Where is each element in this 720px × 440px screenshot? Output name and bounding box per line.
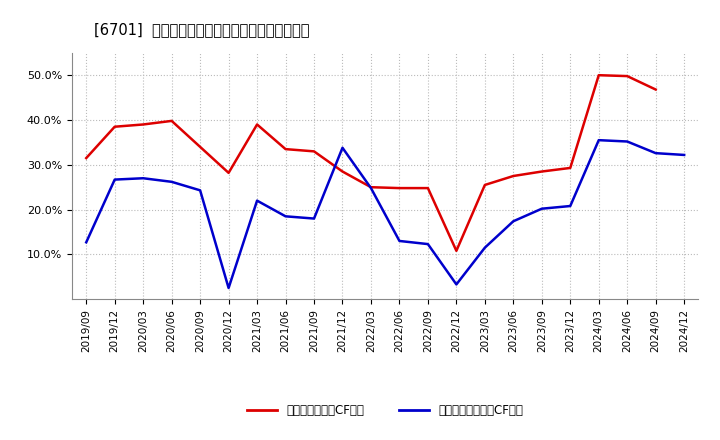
有利子負債フリーCF比率 <box>139 176 148 181</box>
有利子負債営業CF比率 <box>82 155 91 161</box>
有利子負債フリーCF比率 <box>196 188 204 193</box>
有利子負債営業CF比率 <box>537 169 546 174</box>
Text: [6701]  有利子負債キャッシュフロー比率の推移: [6701] 有利子負債キャッシュフロー比率の推移 <box>94 22 309 37</box>
有利子負債営業CF比率 <box>167 118 176 124</box>
有利子負債営業CF比率 <box>282 147 290 152</box>
有利子負債営業CF比率 <box>253 122 261 127</box>
有利子負債営業CF比率 <box>623 73 631 79</box>
有利子負債フリーCF比率 <box>310 216 318 221</box>
Line: 有利子負債フリーCF比率: 有利子負債フリーCF比率 <box>86 140 684 288</box>
有利子負債フリーCF比率 <box>509 219 518 224</box>
有利子負債フリーCF比率 <box>652 150 660 156</box>
有利子負債フリーCF比率 <box>566 203 575 209</box>
有利子負債営業CF比率 <box>452 248 461 253</box>
有利子負債営業CF比率 <box>480 182 489 187</box>
有利子負債フリーCF比率 <box>253 198 261 203</box>
有利子負債フリーCF比率 <box>452 282 461 287</box>
有利子負債営業CF比率 <box>196 144 204 150</box>
有利子負債営業CF比率 <box>395 185 404 191</box>
有利子負債フリーCF比率 <box>480 245 489 250</box>
有利子負債営業CF比率 <box>509 173 518 179</box>
有利子負債営業CF比率 <box>310 149 318 154</box>
Line: 有利子負債営業CF比率: 有利子負債営業CF比率 <box>86 75 656 251</box>
有利子負債営業CF比率 <box>652 87 660 92</box>
有利子負債フリーCF比率 <box>366 185 375 191</box>
有利子負債営業CF比率 <box>225 170 233 176</box>
有利子負債営業CF比率 <box>366 184 375 190</box>
有利子負債営業CF比率 <box>423 185 432 191</box>
有利子負債フリーCF比率 <box>225 286 233 291</box>
有利子負債フリーCF比率 <box>395 238 404 244</box>
有利子負債営業CF比率 <box>139 122 148 127</box>
有利子負債フリーCF比率 <box>110 177 119 182</box>
有利子負債営業CF比率 <box>566 165 575 171</box>
有利子負債フリーCF比率 <box>680 152 688 158</box>
有利子負債フリーCF比率 <box>595 138 603 143</box>
有利子負債フリーCF比率 <box>82 240 91 245</box>
有利子負債フリーCF比率 <box>537 206 546 211</box>
Legend: 有利子負債営業CF比率, 有利子負債フリーCF比率: 有利子負債営業CF比率, 有利子負債フリーCF比率 <box>243 399 528 422</box>
有利子負債フリーCF比率 <box>423 242 432 247</box>
有利子負債フリーCF比率 <box>623 139 631 144</box>
有利子負債営業CF比率 <box>338 169 347 174</box>
有利子負債フリーCF比率 <box>338 145 347 150</box>
有利子負債フリーCF比率 <box>167 179 176 184</box>
有利子負債営業CF比率 <box>110 124 119 129</box>
有利子負債フリーCF比率 <box>282 214 290 219</box>
有利子負債営業CF比率 <box>595 73 603 78</box>
